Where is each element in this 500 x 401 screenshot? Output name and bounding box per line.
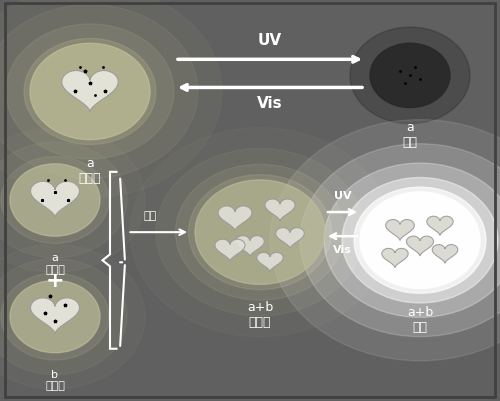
- Text: UV: UV: [334, 190, 351, 200]
- PathPatch shape: [30, 298, 80, 334]
- Circle shape: [324, 164, 500, 318]
- Circle shape: [30, 44, 150, 140]
- Circle shape: [195, 180, 325, 285]
- Circle shape: [270, 120, 500, 361]
- Circle shape: [342, 178, 498, 303]
- Text: a
红光: a 红光: [402, 120, 417, 148]
- Text: Vis: Vis: [257, 96, 283, 111]
- Text: a
蓝绿光: a 蓝绿光: [79, 156, 101, 184]
- Circle shape: [156, 149, 364, 316]
- PathPatch shape: [427, 217, 453, 236]
- Circle shape: [6, 25, 174, 160]
- Text: UV: UV: [258, 33, 282, 48]
- PathPatch shape: [62, 71, 118, 112]
- Circle shape: [130, 128, 390, 337]
- PathPatch shape: [265, 200, 295, 221]
- PathPatch shape: [236, 236, 264, 257]
- Circle shape: [188, 175, 332, 290]
- PathPatch shape: [276, 228, 304, 249]
- Circle shape: [10, 281, 100, 353]
- Circle shape: [1, 157, 109, 244]
- Circle shape: [360, 192, 480, 289]
- PathPatch shape: [30, 182, 80, 217]
- Text: a+b
白光: a+b 白光: [407, 305, 433, 333]
- Circle shape: [0, 245, 145, 389]
- Circle shape: [176, 165, 344, 300]
- PathPatch shape: [432, 245, 458, 263]
- Circle shape: [10, 164, 100, 237]
- Circle shape: [370, 44, 450, 108]
- Circle shape: [300, 144, 500, 337]
- PathPatch shape: [406, 237, 434, 256]
- Circle shape: [354, 188, 486, 294]
- Text: 混合: 混合: [144, 211, 156, 221]
- Circle shape: [0, 143, 127, 258]
- Circle shape: [0, 259, 127, 375]
- Text: Vis: Vis: [333, 245, 352, 255]
- Circle shape: [0, 6, 198, 179]
- PathPatch shape: [218, 207, 252, 231]
- Text: +: +: [46, 271, 64, 291]
- Circle shape: [24, 39, 156, 145]
- Circle shape: [350, 28, 470, 124]
- PathPatch shape: [386, 220, 414, 241]
- Text: a+b
蓝绿光: a+b 蓝绿光: [247, 301, 273, 329]
- PathPatch shape: [382, 249, 408, 268]
- PathPatch shape: [257, 253, 283, 272]
- Circle shape: [0, 0, 222, 198]
- Circle shape: [1, 273, 109, 360]
- Text: a
蓝绿光: a 蓝绿光: [45, 253, 65, 274]
- PathPatch shape: [215, 240, 245, 261]
- Text: b
蓝绿光: b 蓝绿光: [45, 369, 65, 391]
- Circle shape: [0, 128, 145, 273]
